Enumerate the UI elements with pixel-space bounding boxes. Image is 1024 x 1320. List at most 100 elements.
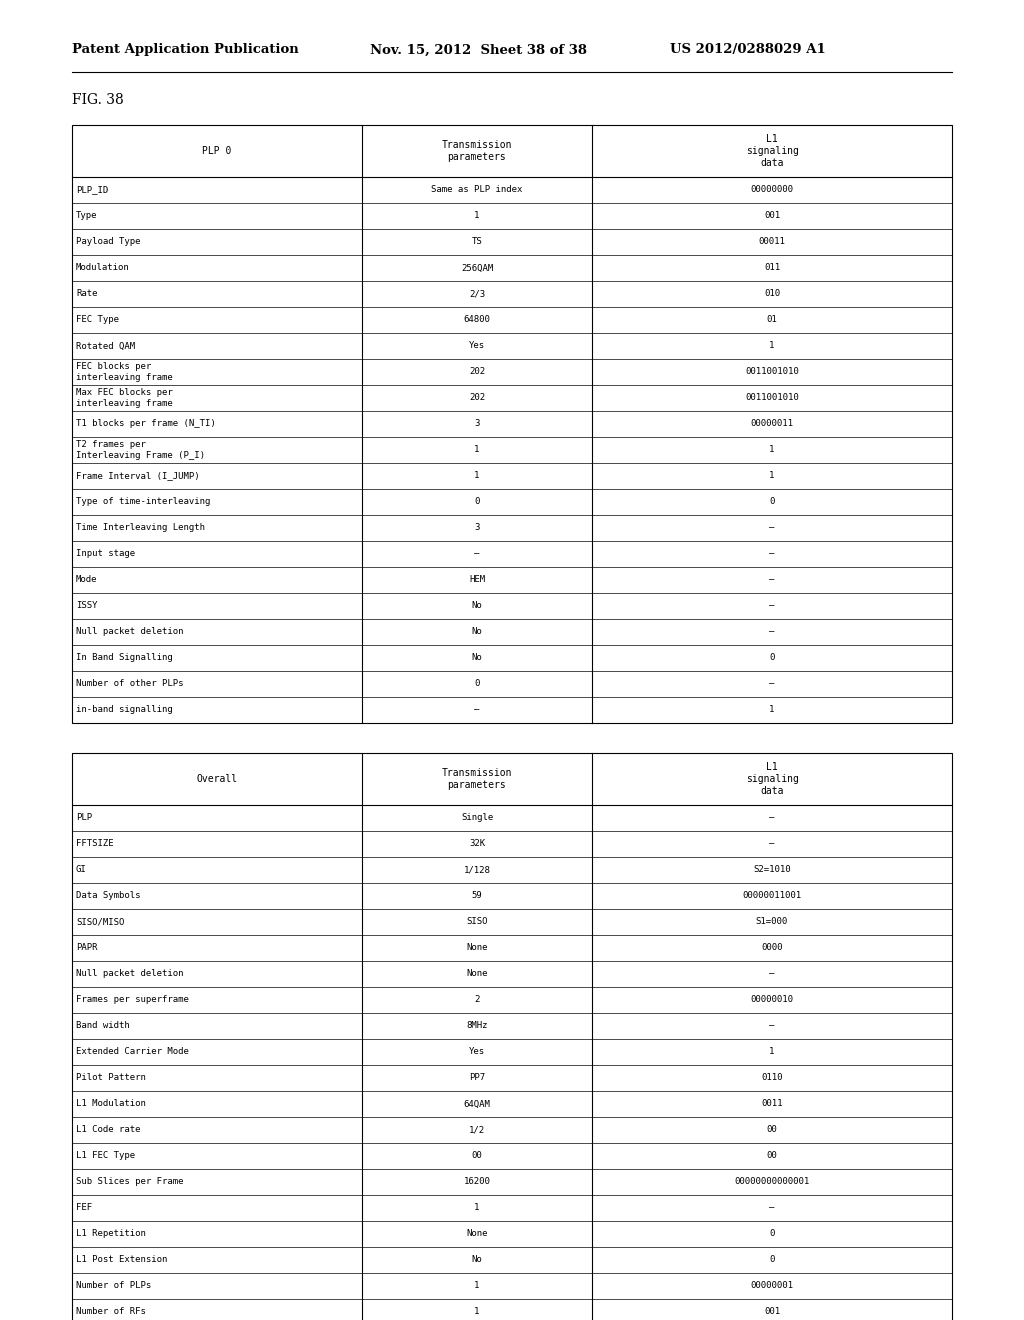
Text: Null packet deletion: Null packet deletion <box>76 969 183 978</box>
Text: L1
signaling
data: L1 signaling data <box>745 762 799 796</box>
Text: 59: 59 <box>472 891 482 900</box>
Text: 00000010: 00000010 <box>751 995 794 1005</box>
Text: —: — <box>769 602 775 610</box>
Text: 0011001010: 0011001010 <box>745 367 799 376</box>
Text: Frames per superframe: Frames per superframe <box>76 995 188 1005</box>
Text: —: — <box>769 840 775 849</box>
Text: No: No <box>472 1255 482 1265</box>
Text: 01: 01 <box>767 315 777 325</box>
Text: In Band Signalling: In Band Signalling <box>76 653 173 663</box>
Text: 0110: 0110 <box>761 1073 782 1082</box>
Text: 202: 202 <box>469 393 485 403</box>
Text: 3: 3 <box>474 524 479 532</box>
Text: Extended Carrier Mode: Extended Carrier Mode <box>76 1048 188 1056</box>
Text: Frame Interval (I_JUMP): Frame Interval (I_JUMP) <box>76 471 200 480</box>
Text: GI: GI <box>76 866 87 874</box>
Text: None: None <box>466 944 487 953</box>
Text: T1 blocks per frame (N_TI): T1 blocks per frame (N_TI) <box>76 420 216 429</box>
Text: 011: 011 <box>764 264 780 272</box>
Text: 001: 001 <box>764 1308 780 1316</box>
Text: Transmission
parameters: Transmission parameters <box>441 768 512 791</box>
Text: —: — <box>769 1204 775 1213</box>
Text: 1: 1 <box>474 1308 479 1316</box>
Text: Number of other PLPs: Number of other PLPs <box>76 680 183 689</box>
Text: 001: 001 <box>764 211 780 220</box>
Text: Single: Single <box>461 813 494 822</box>
Text: 00: 00 <box>767 1126 777 1134</box>
Text: SISO: SISO <box>466 917 487 927</box>
Text: PP7: PP7 <box>469 1073 485 1082</box>
Text: Rate: Rate <box>76 289 97 298</box>
Text: L1 Post Extension: L1 Post Extension <box>76 1255 167 1265</box>
Bar <box>72 752 952 1320</box>
Text: —: — <box>769 576 775 585</box>
Text: Input stage: Input stage <box>76 549 135 558</box>
Text: Yes: Yes <box>469 342 485 351</box>
Text: 00000011: 00000011 <box>751 420 794 429</box>
Text: 00: 00 <box>472 1151 482 1160</box>
Text: Payload Type: Payload Type <box>76 238 140 247</box>
Text: 16200: 16200 <box>464 1177 490 1187</box>
Text: 0000: 0000 <box>761 944 782 953</box>
Text: Data Symbols: Data Symbols <box>76 891 140 900</box>
Text: 0: 0 <box>474 680 479 689</box>
Text: 0: 0 <box>474 498 479 507</box>
Text: 010: 010 <box>764 289 780 298</box>
Text: 00000001: 00000001 <box>751 1282 794 1291</box>
Text: L1 Code rate: L1 Code rate <box>76 1126 140 1134</box>
Text: FEC Type: FEC Type <box>76 315 119 325</box>
Text: —: — <box>769 627 775 636</box>
Text: in-band signalling: in-band signalling <box>76 705 173 714</box>
Text: Overall: Overall <box>197 774 238 784</box>
Text: Transmission
parameters: Transmission parameters <box>441 140 512 162</box>
Text: 00000011001: 00000011001 <box>742 891 802 900</box>
Text: FEC blocks per
interleaving frame: FEC blocks per interleaving frame <box>76 362 173 381</box>
Text: L1
signaling
data: L1 signaling data <box>745 133 799 169</box>
Text: Rotated QAM: Rotated QAM <box>76 342 135 351</box>
Text: 32K: 32K <box>469 840 485 849</box>
Text: 1: 1 <box>769 471 775 480</box>
Text: —: — <box>769 813 775 822</box>
Text: 00000000: 00000000 <box>751 186 794 194</box>
Text: None: None <box>466 969 487 978</box>
Text: PLP_ID: PLP_ID <box>76 186 109 194</box>
Text: Time Interleaving Length: Time Interleaving Length <box>76 524 205 532</box>
Text: FIG. 38: FIG. 38 <box>72 92 124 107</box>
Text: Number of PLPs: Number of PLPs <box>76 1282 152 1291</box>
Text: 64800: 64800 <box>464 315 490 325</box>
Text: Same as PLP index: Same as PLP index <box>431 186 522 194</box>
Text: PAPR: PAPR <box>76 944 97 953</box>
Text: 1: 1 <box>769 705 775 714</box>
Text: —: — <box>769 524 775 532</box>
Text: 1/2: 1/2 <box>469 1126 485 1134</box>
Text: T2 frames per
Interleaving Frame (P_I): T2 frames per Interleaving Frame (P_I) <box>76 441 205 459</box>
Text: —: — <box>474 549 479 558</box>
Text: L1 FEC Type: L1 FEC Type <box>76 1151 135 1160</box>
Text: 00: 00 <box>767 1151 777 1160</box>
Text: TS: TS <box>472 238 482 247</box>
Text: Mode: Mode <box>76 576 97 585</box>
Text: PLP 0: PLP 0 <box>203 147 231 156</box>
Text: 1: 1 <box>474 1204 479 1213</box>
Text: Nov. 15, 2012  Sheet 38 of 38: Nov. 15, 2012 Sheet 38 of 38 <box>370 44 587 57</box>
Text: HEM: HEM <box>469 576 485 585</box>
Text: Band width: Band width <box>76 1022 130 1031</box>
Text: 1: 1 <box>769 342 775 351</box>
Text: —: — <box>769 549 775 558</box>
Text: L1 Modulation: L1 Modulation <box>76 1100 145 1109</box>
Text: 2: 2 <box>474 995 479 1005</box>
Text: Patent Application Publication: Patent Application Publication <box>72 44 299 57</box>
Text: 0011: 0011 <box>761 1100 782 1109</box>
Text: FEF: FEF <box>76 1204 92 1213</box>
Text: —: — <box>769 969 775 978</box>
Text: —: — <box>769 1022 775 1031</box>
Text: 0: 0 <box>769 1255 775 1265</box>
Text: 64QAM: 64QAM <box>464 1100 490 1109</box>
Text: 1: 1 <box>769 1048 775 1056</box>
Text: Number of RFs: Number of RFs <box>76 1308 145 1316</box>
Text: 1: 1 <box>474 211 479 220</box>
Text: —: — <box>474 705 479 714</box>
Text: 3: 3 <box>474 420 479 429</box>
Text: S1=000: S1=000 <box>756 917 788 927</box>
Text: None: None <box>466 1229 487 1238</box>
